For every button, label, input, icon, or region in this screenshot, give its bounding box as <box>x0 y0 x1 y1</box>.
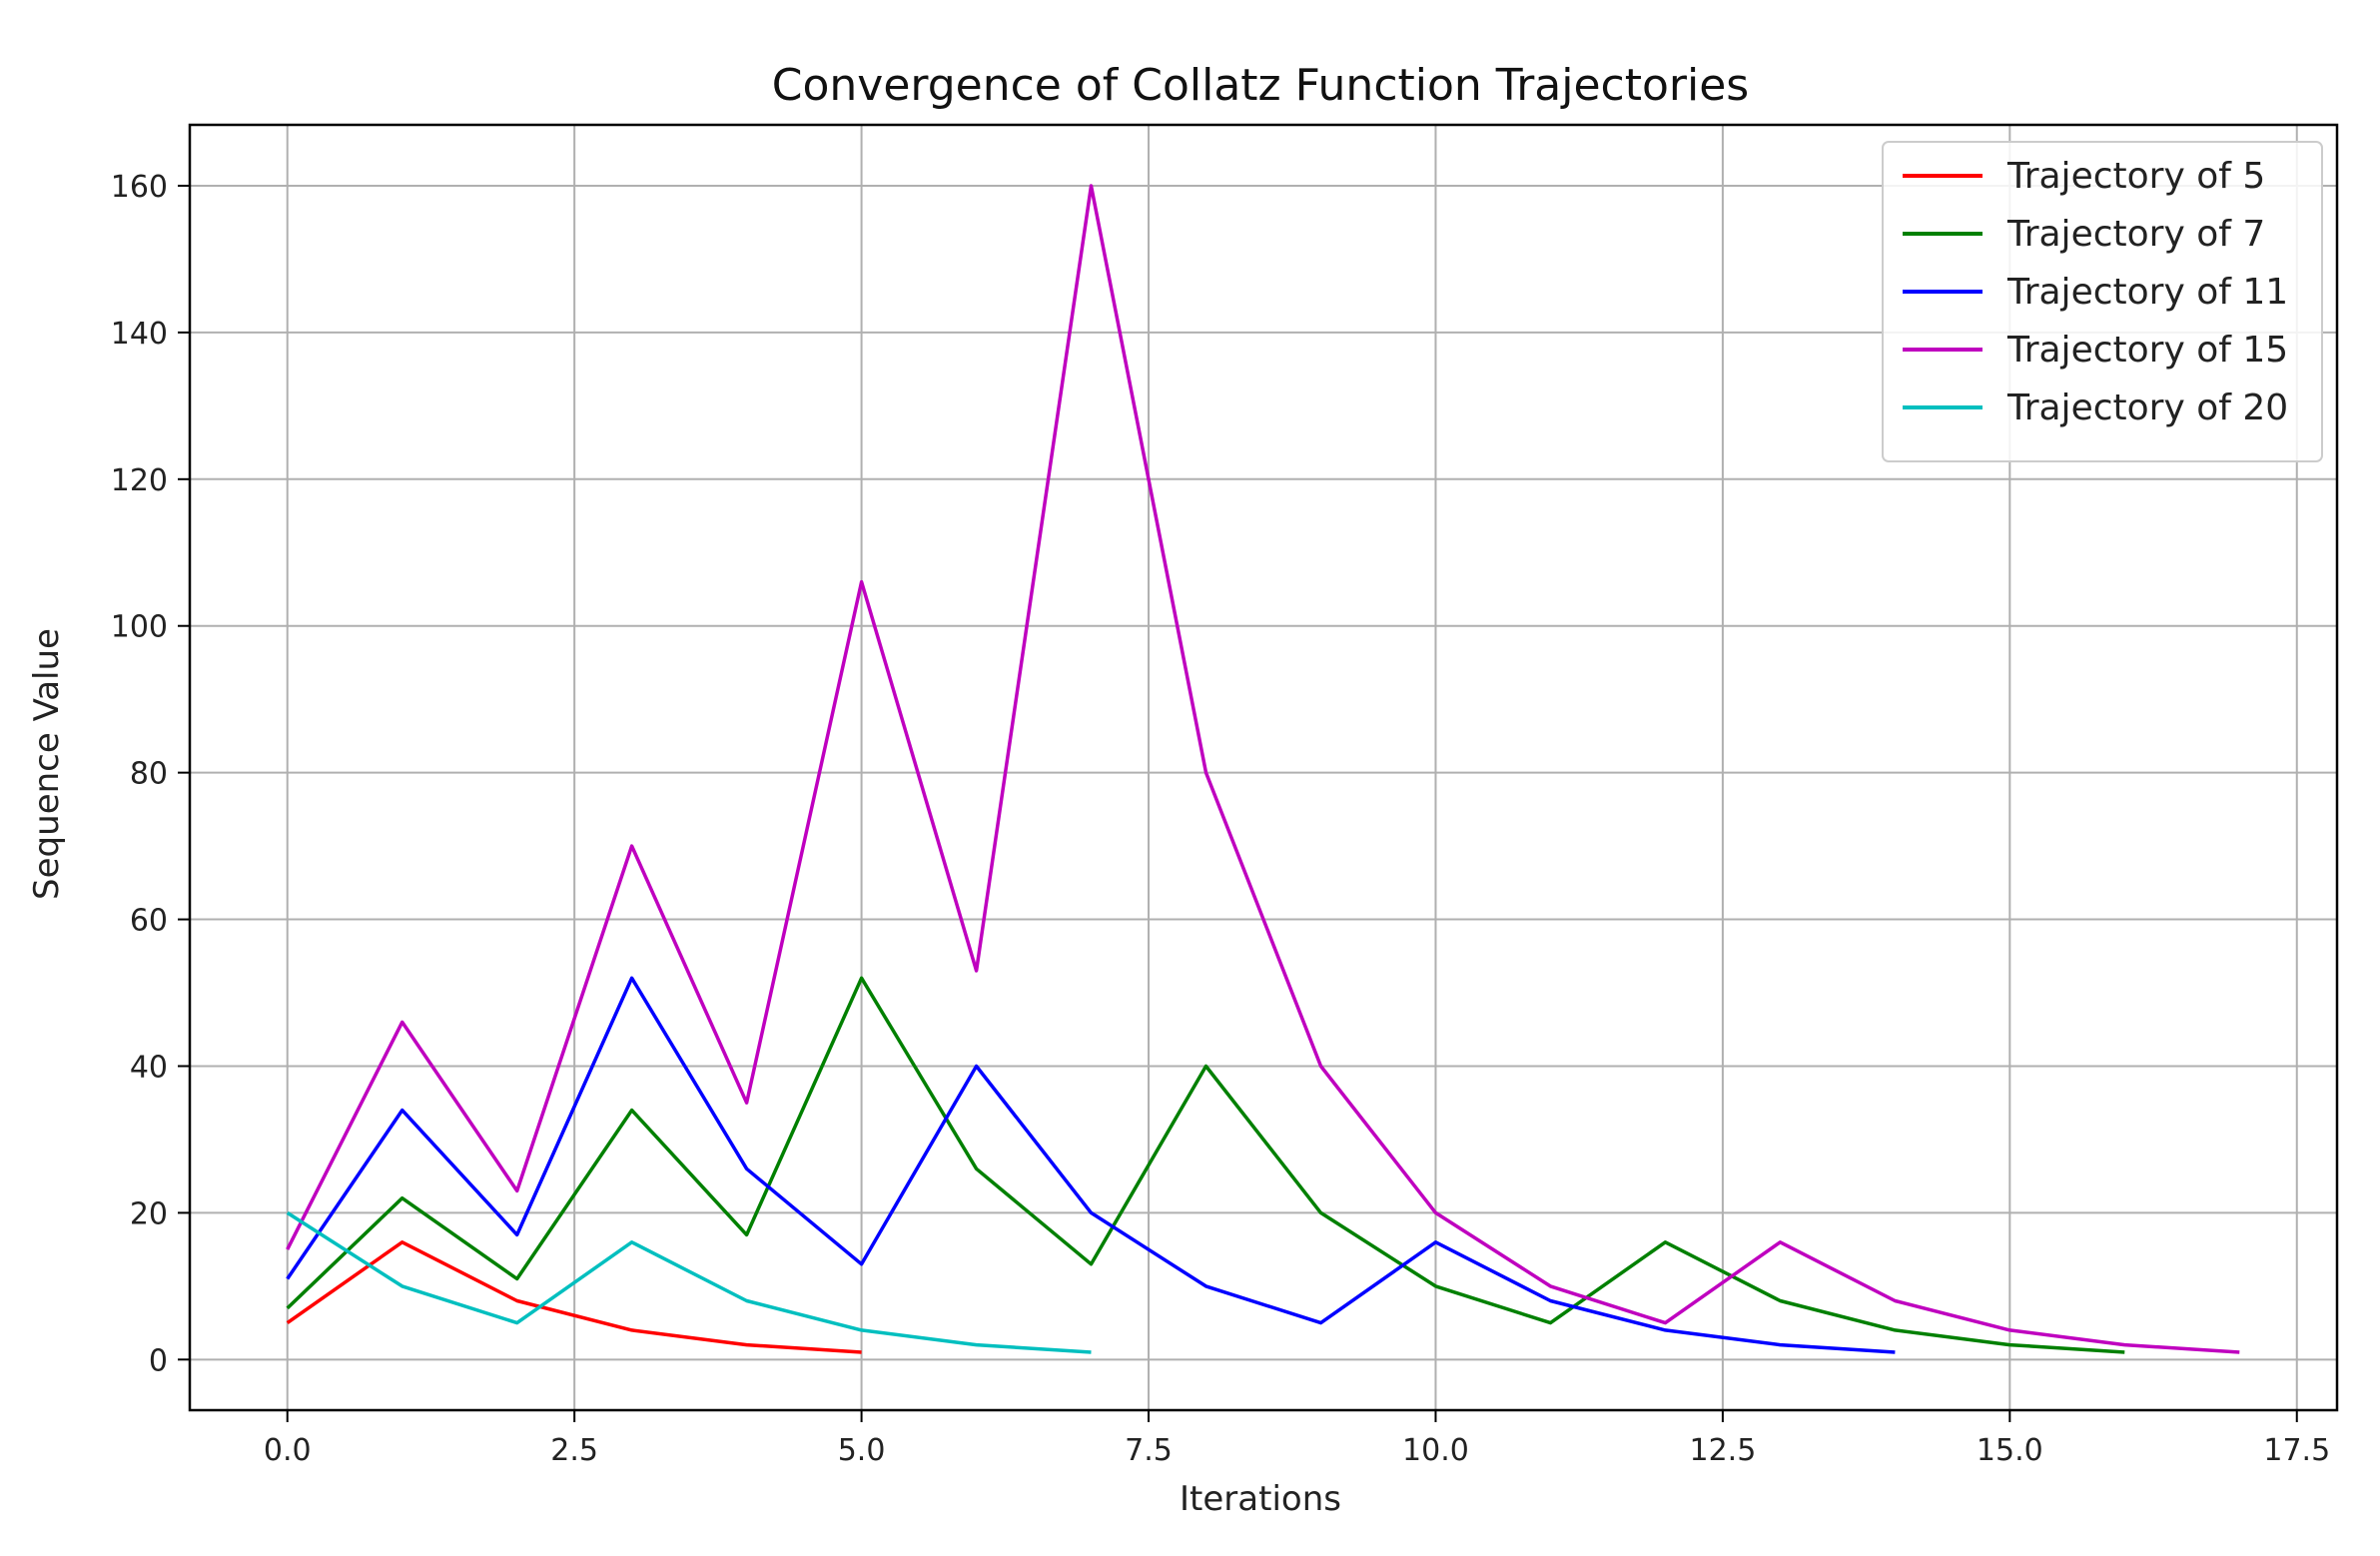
x-tick-label: 10.0 <box>1402 1433 1469 1468</box>
x-tick-label: 2.5 <box>550 1433 598 1468</box>
y-axis: 0 20 40 60 80 100 120 140 160 <box>111 170 190 1378</box>
plot-frame <box>188 123 2339 1412</box>
y-tick-label: 140 <box>111 317 168 352</box>
grid <box>190 125 2337 1410</box>
series-line-2 <box>286 976 1896 1354</box>
y-tick-label: 160 <box>111 170 168 205</box>
series-line-1 <box>286 976 2125 1354</box>
plot-lines <box>286 184 2240 1354</box>
y-tick-label: 20 <box>130 1196 168 1231</box>
x-axis: 0.0 2.5 5.0 7.5 10.0 12.5 15.0 17.5 <box>264 1410 2330 1468</box>
x-tick-label: 0.0 <box>264 1433 312 1468</box>
x-tick-label: 7.5 <box>1125 1433 1173 1468</box>
y-tick-label: 40 <box>130 1050 168 1085</box>
x-tick-label: 12.5 <box>1689 1433 1756 1468</box>
x-tick-label: 15.0 <box>1977 1433 2043 1468</box>
x-axis-label: Iterations <box>1180 1479 1341 1519</box>
series-line-0 <box>286 1240 862 1354</box>
legend-entry: Trajectory of 20 <box>2006 388 2288 428</box>
y-tick-label: 100 <box>111 610 168 645</box>
x-tick-label: 17.5 <box>2263 1433 2330 1468</box>
legend-entry: Trajectory of 11 <box>2006 272 2288 313</box>
y-axis-label: Sequence Value <box>27 628 67 900</box>
legend-box <box>1882 141 2323 462</box>
legend-entry: Trajectory of 15 <box>2006 330 2288 371</box>
y-tick-label: 60 <box>130 904 168 939</box>
legend-entry: Trajectory of 5 <box>2006 156 2265 197</box>
series-line-3 <box>286 184 2240 1354</box>
y-tick-label: 80 <box>130 757 168 792</box>
series-line-4 <box>286 1210 1092 1354</box>
y-tick-label: 120 <box>111 463 168 498</box>
legend-entry: Trajectory of 7 <box>2006 214 2265 255</box>
chart-title: Convergence of Collatz Function Trajecto… <box>772 60 1749 111</box>
x-tick-label: 5.0 <box>838 1433 886 1468</box>
legend: Trajectory of 5 Trajectory of 7 Trajectory… <box>1882 141 2323 462</box>
y-tick-label: 0 <box>149 1343 168 1378</box>
